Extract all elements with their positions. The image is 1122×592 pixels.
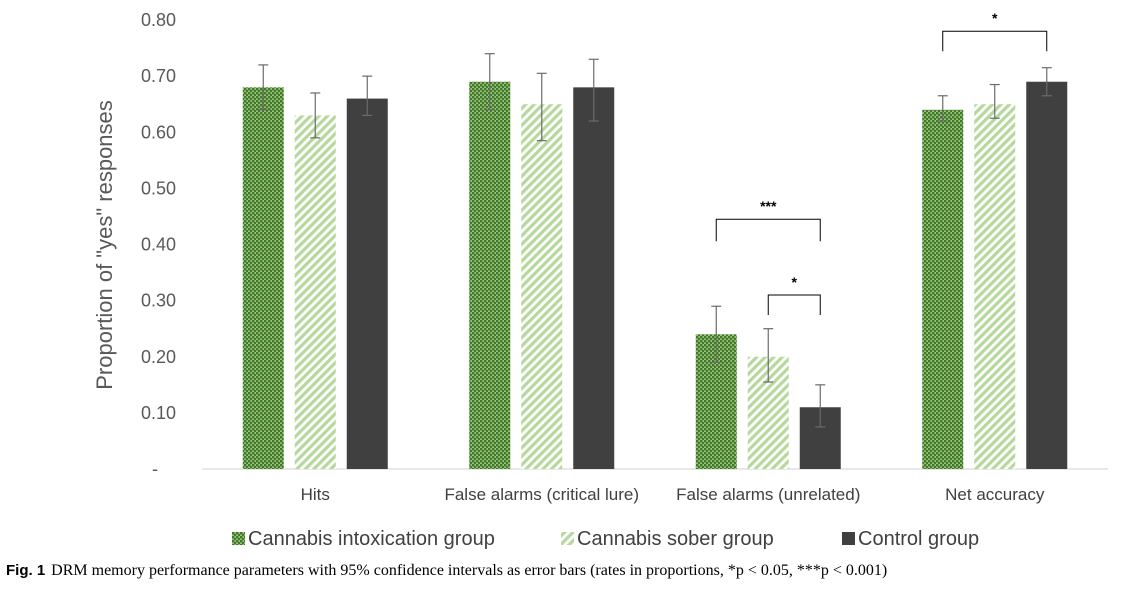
legend-swatch	[561, 532, 574, 545]
figure-caption: Fig. 1 DRM memory performance parameters …	[6, 562, 1116, 580]
significance-label: *	[792, 274, 798, 290]
bar	[242, 87, 284, 469]
legend-label: Control group	[858, 528, 979, 550]
bar	[346, 98, 388, 469]
y-tick-label: 0.50	[141, 178, 176, 198]
legend-swatch	[232, 532, 245, 545]
y-axis-label: Proportion of "yes" responses	[92, 100, 117, 390]
y-tick-label: 0.70	[141, 66, 176, 86]
y-tick-label: -	[152, 459, 158, 479]
significance-label: *	[992, 10, 998, 26]
y-tick-label: 0.10	[141, 403, 176, 423]
bar	[974, 104, 1016, 469]
legend-swatch	[842, 532, 855, 545]
x-tick-label: False alarms (unrelated)	[676, 485, 860, 504]
x-tick-label: False alarms (critical lure)	[444, 485, 639, 504]
legend-label: Cannabis sober group	[577, 528, 774, 550]
axes: - 0.10 0.20 0.30 0.40 0.50 0.60 0.70 0.80 Proport…	[92, 10, 1108, 504]
significance-brackets: *****	[715, 10, 1048, 316]
caption-label: Fig. 1	[6, 562, 46, 579]
y-tick-label: 0.40	[141, 235, 176, 255]
bar	[922, 109, 964, 470]
legend: Cannabis intoxication group Cannabis sobe…	[232, 528, 979, 550]
y-tick-label: 0.20	[141, 347, 176, 367]
y-tick-label: 0.30	[141, 291, 176, 311]
y-tick-label: 0.80	[141, 10, 176, 30]
bar	[294, 115, 336, 469]
bar	[573, 87, 615, 469]
x-tick-label: Net accuracy	[945, 485, 1045, 504]
legend-label: Cannabis intoxication group	[248, 528, 495, 550]
bar-chart: - 0.10 0.20 0.30 0.40 0.50 0.60 0.70 0.80 Proport…	[92, 10, 1108, 550]
bars	[242, 81, 1068, 470]
caption-text: DRM memory performance parameters with 9…	[51, 562, 888, 579]
bar	[469, 81, 511, 470]
significance-bracket	[767, 294, 821, 316]
error-bars	[258, 53, 1052, 428]
y-tick-label: 0.60	[141, 122, 176, 142]
bar	[521, 104, 563, 469]
significance-bracket	[942, 30, 1048, 52]
bar	[1026, 81, 1068, 470]
significance-bracket	[715, 218, 821, 242]
significance-label: ***	[760, 198, 777, 214]
x-tick-label: Hits	[301, 485, 330, 504]
